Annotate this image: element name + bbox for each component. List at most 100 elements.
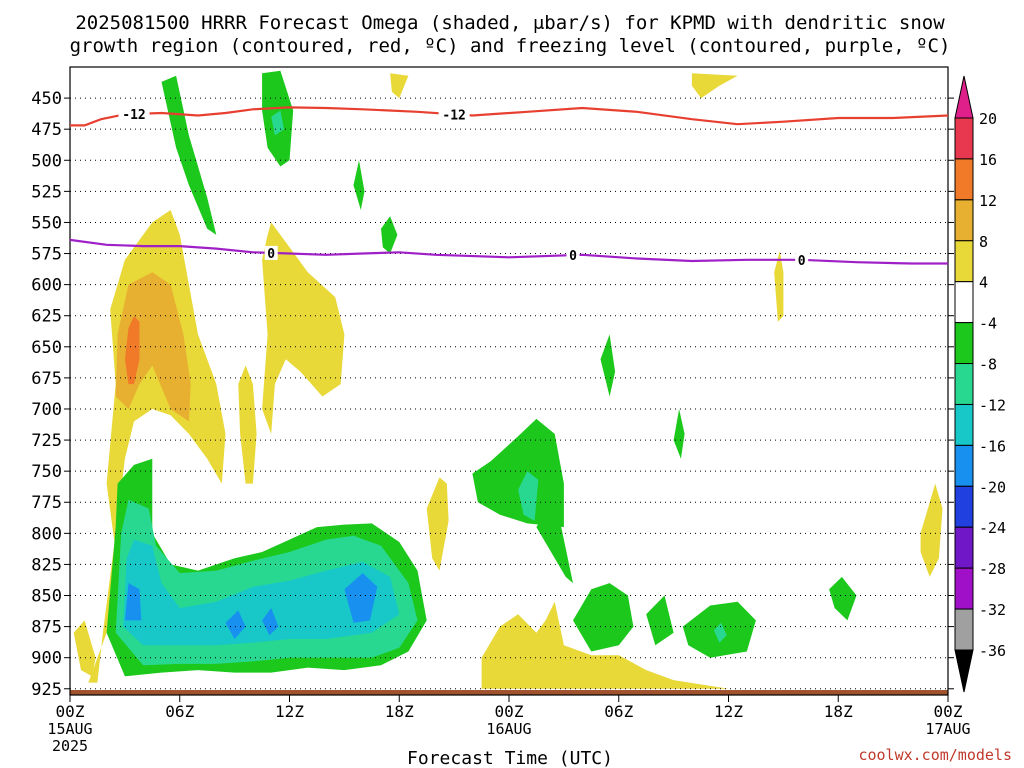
y-tick-label: 450 — [31, 89, 62, 109]
omega-shaded-region — [381, 216, 398, 254]
x-tick-label: 00Z — [56, 702, 85, 721]
x-tick-label: 12Z — [275, 702, 304, 721]
omega-shaded-region — [673, 409, 685, 459]
plot-area — [70, 67, 948, 695]
x-axis-label: Forecast Time (UTC) — [407, 748, 613, 768]
omega-shaded-region — [115, 272, 191, 422]
colorbar-bottom-triangle — [954, 649, 974, 693]
x-tick-year: 2025 — [52, 737, 88, 755]
colorbar-label: 12 — [979, 192, 997, 210]
colorbar-swatch — [954, 608, 974, 651]
site-watermark: coolwx.com/models — [858, 746, 1012, 764]
omega-shaded-region — [774, 251, 784, 322]
omega-shaded-region — [353, 160, 365, 210]
y-tick-label: 750 — [31, 462, 62, 482]
x-tick-date: 16AUG — [486, 720, 531, 738]
omega-shaded-region — [161, 75, 217, 235]
y-tick-label: 925 — [31, 680, 62, 700]
colorbar-label: -20 — [979, 478, 1006, 496]
omega-shaded-region — [262, 222, 345, 434]
x-tick-label: 12Z — [714, 702, 743, 721]
colorbar-label: 4 — [979, 274, 988, 292]
y-tick-label: 525 — [31, 182, 62, 202]
contour-line — [69, 238, 948, 265]
y-tick-label: 775 — [31, 493, 62, 513]
contour-label: 0 — [569, 249, 577, 264]
colorbar-label: -24 — [979, 519, 1006, 537]
omega-shaded-region — [481, 601, 729, 689]
omega-shaded-region — [713, 622, 727, 643]
contour-label-bg — [264, 245, 278, 260]
y-tick-label: 675 — [31, 369, 62, 389]
colorbar-swatch — [954, 403, 974, 446]
colorbar-swatch — [954, 485, 974, 528]
y-tick-label: 575 — [31, 245, 62, 265]
colorbar-swatch — [954, 281, 974, 324]
colorbar-swatch — [954, 199, 974, 242]
x-tick-label: 06Z — [165, 702, 194, 721]
contour-label-bg — [795, 252, 809, 267]
omega-shaded-region — [573, 583, 634, 652]
terrain-strip — [70, 690, 948, 695]
chart-title-line2: growth region (contoured, red, ºC) and f… — [70, 35, 951, 57]
y-axis-pressure: 450 475 500 525 550 575 600 625 650 675 700 725 750 7… — [31, 89, 954, 700]
omega-shaded-region — [124, 315, 140, 385]
y-tick-label: 825 — [31, 555, 62, 575]
y-tick-label: 550 — [31, 213, 62, 233]
omega-shaded-region — [600, 334, 616, 397]
colorbar-swatch — [954, 526, 974, 569]
omega-shaded-region — [238, 365, 257, 484]
x-tick-label: 18Z — [824, 702, 853, 721]
omega-shaded-region — [518, 471, 539, 521]
omega-shaded-region — [426, 477, 449, 571]
omega-shaded-region — [124, 583, 142, 621]
y-tick-label: 900 — [31, 649, 62, 669]
contour-label: -12 — [442, 108, 465, 123]
y-tick-label: 600 — [31, 276, 62, 296]
colorbar-swatch — [954, 158, 974, 201]
omega-shaded-region — [691, 73, 738, 99]
x-tick-label: 06Z — [604, 702, 633, 721]
y-tick-label: 475 — [31, 120, 62, 140]
contour-label: 0 — [267, 247, 275, 262]
contour-lines: -12 -12 0 0 0 — [69, 106, 949, 269]
omega-shaded-region — [920, 483, 943, 577]
omega-shaded-region — [390, 73, 409, 99]
colorbar-swatch — [954, 444, 974, 487]
colorbar-label: -4 — [979, 315, 997, 333]
y-tick-label: 800 — [31, 524, 62, 544]
omega-shaded-region — [646, 595, 674, 646]
x-tick-date: 17AUG — [925, 720, 970, 738]
contour-label-bg — [438, 107, 470, 122]
y-tick-label: 500 — [31, 151, 62, 171]
colorbar-swatch — [954, 322, 974, 365]
omega-shaded-region — [472, 418, 564, 528]
x-tick-label: 00Z — [495, 702, 524, 721]
colorbar-swatch — [954, 117, 974, 160]
colorbar-label: -12 — [979, 396, 1006, 414]
omega-shaded-region — [344, 573, 378, 623]
y-tick-label: 650 — [31, 338, 62, 358]
omega-shaded-region — [73, 620, 96, 677]
contour-label: -12 — [122, 108, 145, 123]
omega-shaded-region — [225, 610, 246, 639]
colorbar-swatch — [954, 363, 974, 405]
x-tick-label: 00Z — [934, 702, 963, 721]
colorbar-label: -28 — [979, 560, 1006, 578]
colorbar-legend: 20 16 12 8 4 -4 -8 -12 -16 -20 -24 -28 -32 -36 — [954, 75, 1006, 693]
y-tick-label: 875 — [31, 618, 62, 638]
colorbar-label: -36 — [979, 642, 1006, 660]
colorbar-swatch — [954, 240, 974, 283]
y-tick-label: 625 — [31, 307, 62, 327]
colorbar-label: 8 — [979, 233, 988, 251]
y-tick-label: 850 — [31, 587, 62, 607]
contour-label-bg — [566, 248, 580, 263]
x-tick-date: 15AUG — [47, 720, 92, 738]
contour-label: 0 — [798, 254, 806, 269]
chart-title-line1: 2025081500 HRRR Forecast Omega (shaded, … — [75, 12, 945, 34]
colorbar-top-triangle — [954, 75, 974, 119]
y-tick-label: 700 — [31, 400, 62, 420]
colorbar-label: -8 — [979, 356, 997, 374]
x-tick-label: 18Z — [385, 702, 414, 721]
